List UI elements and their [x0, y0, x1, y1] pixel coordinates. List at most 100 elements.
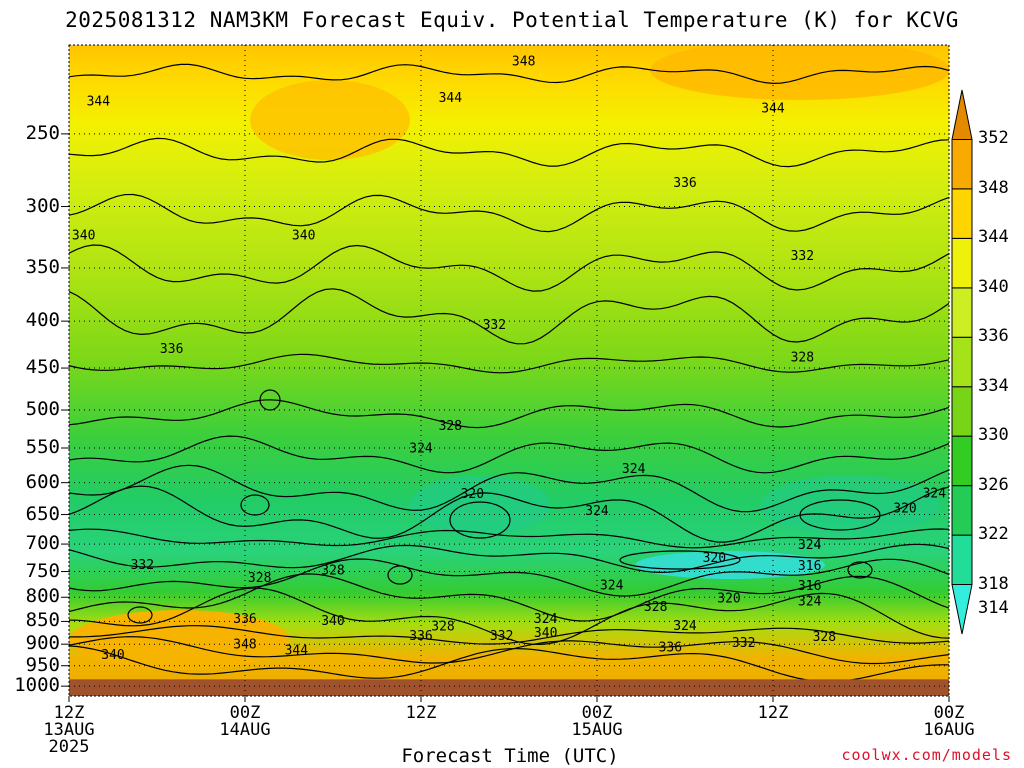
contour-label: 328	[439, 419, 462, 434]
contour-label: 324	[673, 619, 697, 634]
contour-label: 332	[791, 249, 814, 264]
contour-line	[69, 528, 949, 549]
colorbar-label: 352	[978, 128, 1009, 149]
colorbar-swatch	[951, 287, 973, 338]
contour-label: 328	[813, 630, 836, 645]
contour-label: 320	[893, 502, 916, 517]
contour-line	[69, 485, 949, 543]
y-tick-label: 400	[25, 309, 60, 332]
contour-ring	[847, 561, 873, 579]
contour-label: 320	[703, 551, 726, 566]
contour-label: 340	[292, 229, 315, 244]
contour-line	[69, 558, 949, 597]
x-tick-label: 00Z 15AUG	[571, 703, 623, 740]
contour-label: 328	[248, 571, 271, 586]
contour-line	[69, 244, 949, 292]
y-tick-label: 300	[25, 194, 60, 217]
contour-label: 340	[534, 626, 557, 641]
plot-frame	[68, 44, 950, 697]
colorbar-label: 318	[978, 573, 1009, 594]
contour-line	[69, 625, 949, 645]
contour-ring	[619, 550, 741, 570]
y-tick-label: 950	[25, 653, 60, 676]
chart-title: 2025081312 NAM3KM Forecast Equiv. Potent…	[65, 8, 959, 32]
cold-pocket	[760, 475, 940, 535]
contour-label: 328	[791, 350, 814, 365]
contour-ring	[449, 501, 511, 539]
contour-ring	[799, 499, 881, 531]
y-tick-label: 450	[25, 356, 60, 379]
contour-label: 324	[600, 579, 624, 594]
warm-pocket	[650, 45, 949, 100]
contour-line	[69, 464, 949, 513]
x-tick-label: 12Z	[405, 703, 437, 723]
y-tick-label: 650	[25, 502, 60, 525]
contour-label: 348	[512, 55, 535, 70]
contour-label: 344	[761, 102, 785, 117]
contour-label: 324	[622, 462, 646, 477]
contour-ring	[127, 606, 153, 624]
y-tick-label: 600	[25, 470, 60, 493]
y-tick-label: 1000	[14, 674, 60, 697]
x-axis-label: Forecast Time (UTC)	[401, 745, 619, 767]
y-tick-label: 700	[25, 532, 60, 555]
contour-line	[69, 288, 949, 345]
contour-line	[69, 63, 949, 85]
colorbar-swatch	[951, 485, 973, 536]
contour-label: 328	[431, 620, 454, 635]
contour-label: 336	[409, 629, 432, 644]
y-tick-label: 750	[25, 559, 60, 582]
contour-label: 336	[659, 640, 682, 655]
colorbar-swatch	[951, 188, 973, 239]
colorbar-swatch	[951, 435, 973, 487]
contour-label: 336	[673, 176, 696, 191]
contour-label: 336	[233, 612, 256, 627]
y-tick-label: 350	[25, 255, 60, 278]
contour-label: 324	[798, 538, 822, 553]
x-tick-label: 12Z	[757, 703, 789, 723]
colorbar-label: 344	[978, 227, 1009, 248]
y-tick-label: 250	[25, 121, 60, 144]
contour-label: 316	[798, 559, 821, 574]
contour-label: 324	[585, 504, 609, 519]
contour-ring	[240, 494, 270, 516]
contour-label: 316	[798, 579, 821, 594]
contour-label: 320	[717, 591, 740, 606]
x-tick-label: 00Z 16AUG	[923, 703, 975, 740]
contour-label: 328	[644, 600, 667, 615]
colorbar-swatch	[951, 386, 973, 437]
underground-mask	[69, 679, 949, 696]
contour-label: 320	[461, 487, 484, 502]
y-tick-label: 800	[25, 585, 60, 608]
contour-label: 332	[732, 636, 755, 651]
colorbar-label: 322	[978, 524, 1009, 545]
colorbar-swatch	[951, 534, 973, 586]
contour-label: 332	[483, 318, 506, 333]
credit-link[interactable]: coolwx.com/models	[841, 746, 1012, 764]
colorbar-swatch	[951, 584, 973, 635]
colorbar-label: 336	[978, 326, 1009, 347]
contour-line	[69, 573, 949, 622]
colorbar-label: 326	[978, 474, 1009, 495]
contour-label: 344	[439, 91, 463, 106]
y-tick-label: 900	[25, 632, 60, 655]
contour-line	[69, 353, 949, 374]
contour-line	[69, 137, 949, 168]
contour-label: 340	[101, 648, 124, 663]
contour-label: 340	[321, 614, 344, 629]
contour-label: 324	[923, 486, 947, 501]
contour-label: 324	[798, 595, 822, 610]
contour-label: 340	[72, 229, 95, 244]
contour-label: 332	[490, 629, 513, 644]
contour-label: 344	[285, 643, 309, 658]
contour-label: 328	[321, 563, 344, 578]
y-tick-label: 500	[25, 398, 60, 421]
x-tick-label: 12Z 13AUG 2025	[43, 703, 95, 757]
contour-ring	[387, 565, 413, 585]
colorbar-label: 314	[978, 598, 1009, 619]
contour-label: 344	[87, 95, 111, 110]
contour-line	[69, 645, 949, 683]
contour-line	[69, 435, 949, 474]
colorbar-label: 330	[978, 425, 1009, 446]
